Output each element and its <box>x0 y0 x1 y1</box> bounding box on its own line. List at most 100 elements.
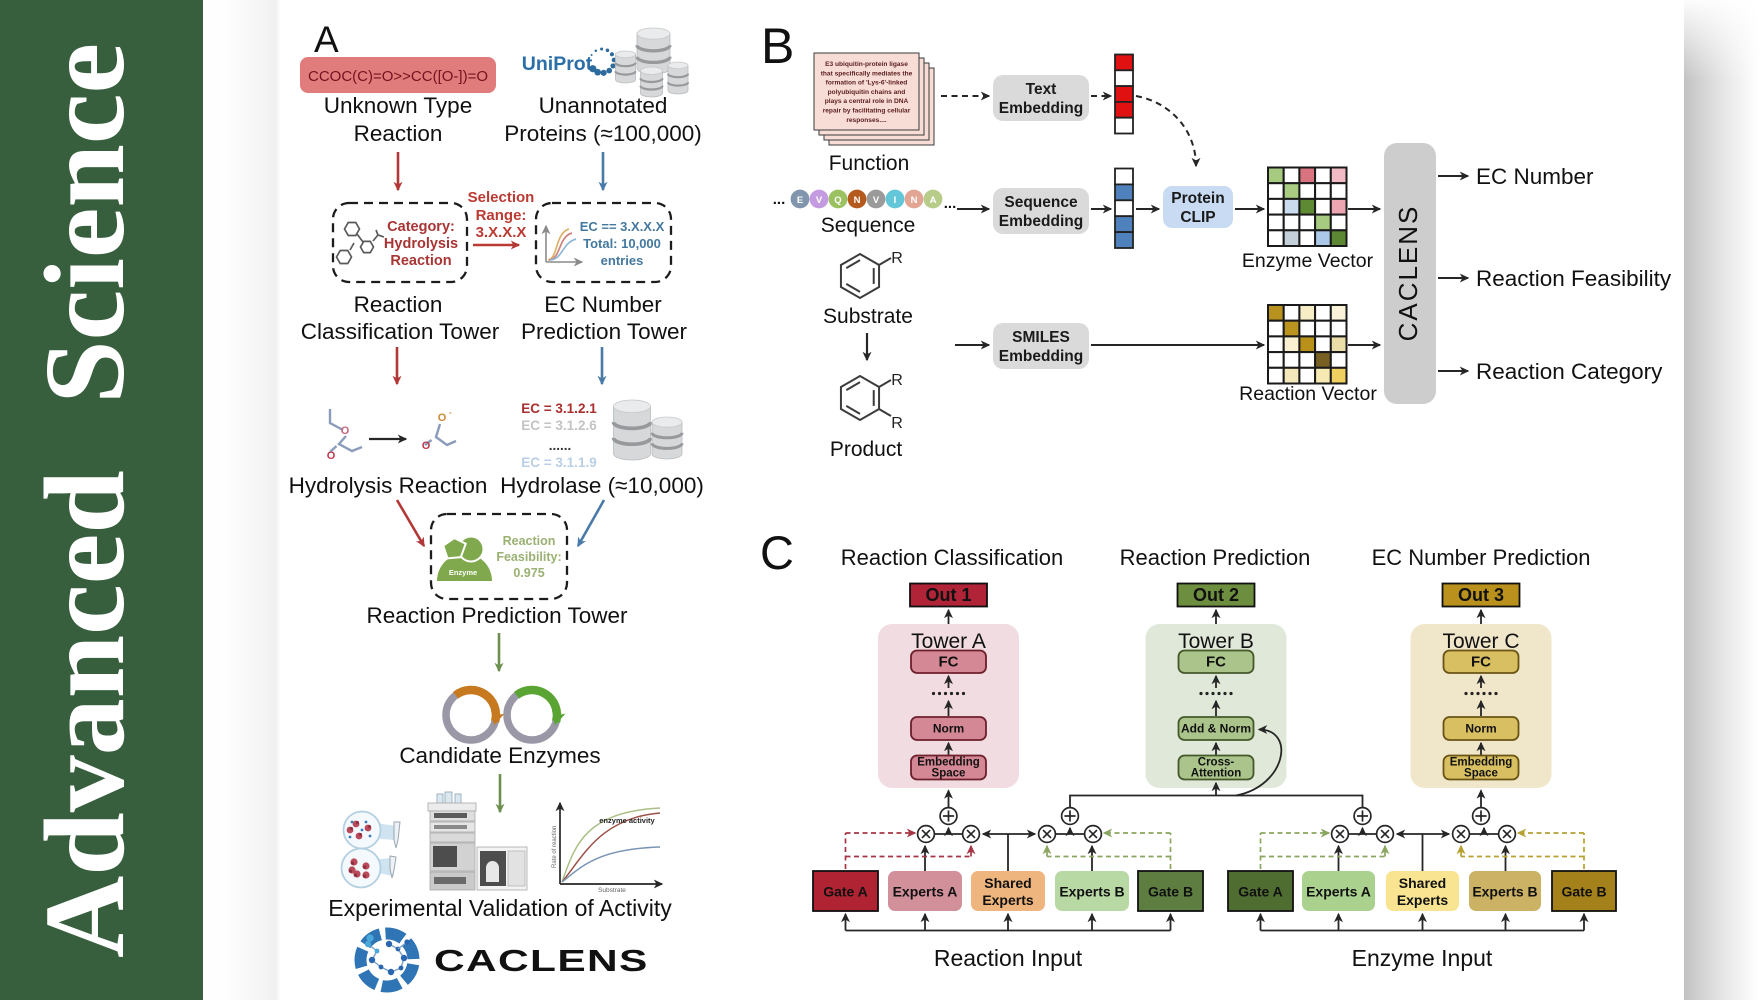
svg-text:Proteins (≈100,000): Proteins (≈100,000) <box>504 121 701 146</box>
svg-text:Sequence: Sequence <box>1004 194 1078 211</box>
svg-text:Experts B: Experts B <box>1059 884 1124 900</box>
svg-text:EC Number: EC Number <box>544 292 662 317</box>
svg-text:Norm: Norm <box>1465 722 1496 736</box>
svg-text:Gate B: Gate B <box>1561 884 1606 900</box>
svg-text:Tower A: Tower A <box>911 630 986 653</box>
svg-text:Experts: Experts <box>982 892 1034 908</box>
svg-text:responses....: responses.... <box>846 117 886 124</box>
svg-text:Reaction Category: Reaction Category <box>1476 359 1663 384</box>
svg-text:Selection: Selection <box>468 189 535 206</box>
svg-text:Space: Space <box>932 768 966 780</box>
svg-text:EC = 3.1.2.1: EC = 3.1.2.1 <box>521 401 597 416</box>
svg-text:CACLENS: CACLENS <box>434 943 649 978</box>
svg-text:Feasibility:: Feasibility: <box>496 550 561 564</box>
svg-text:Out 1: Out 1 <box>925 585 971 605</box>
svg-text:O: O <box>327 450 336 462</box>
svg-text:Enzyme: Enzyme <box>449 568 477 577</box>
svg-text:......: ...... <box>549 438 572 453</box>
svg-text:Hydrolysis: Hydrolysis <box>384 236 458 252</box>
svg-text:Reaction Prediction Tower: Reaction Prediction Tower <box>367 603 628 628</box>
svg-text:...: ... <box>773 191 786 208</box>
svg-text:Enzyme Vector: Enzyme Vector <box>1242 250 1374 272</box>
svg-text:Experts: Experts <box>1397 892 1449 908</box>
svg-text:0.975: 0.975 <box>513 566 544 580</box>
svg-text:enzyme activity: enzyme activity <box>599 816 655 825</box>
svg-text:Reaction Vector: Reaction Vector <box>1239 383 1377 405</box>
svg-text:SMILES: SMILES <box>1012 329 1070 346</box>
svg-text:Gate B: Gate B <box>1148 884 1193 900</box>
svg-text:FC: FC <box>1471 654 1491 671</box>
svg-text:Out 3: Out 3 <box>1458 585 1504 605</box>
svg-text:Out 2: Out 2 <box>1193 585 1239 605</box>
svg-text:O: O <box>422 440 431 452</box>
svg-text:Reaction: Reaction <box>354 121 443 146</box>
svg-text:repair by facilitating cellula: repair by facilitating cellular <box>823 108 911 115</box>
svg-text:I: I <box>894 195 897 206</box>
svg-text:Reaction Prediction: Reaction Prediction <box>1120 545 1311 570</box>
svg-text:Unannotated: Unannotated <box>539 93 668 118</box>
svg-text:entries: entries <box>601 253 644 268</box>
svg-text:Gate A: Gate A <box>1238 884 1283 900</box>
svg-text:Unknown Type: Unknown Type <box>324 93 472 118</box>
svg-text:Prediction Tower: Prediction Tower <box>521 319 687 344</box>
svg-text:Total: 10,000: Total: 10,000 <box>583 236 661 251</box>
svg-text:CCOC(C)=O>>CC([O-])=O: CCOC(C)=O>>CC([O-])=O <box>308 68 488 85</box>
svg-text:Substrate: Substrate <box>823 305 913 328</box>
svg-text:Category:: Category: <box>387 219 455 235</box>
svg-text:Experts A: Experts A <box>1306 884 1371 900</box>
svg-text:V: V <box>873 195 880 206</box>
svg-text:Shared: Shared <box>984 875 1031 891</box>
svg-text:Embedding: Embedding <box>999 213 1083 230</box>
svg-text:that specifically mediates the: that specifically mediates the <box>821 70 913 77</box>
svg-text:Product: Product <box>830 438 903 461</box>
svg-text:Reaction Feasibility: Reaction Feasibility <box>1476 266 1672 291</box>
svg-text:R: R <box>891 415 903 432</box>
svg-text:Candidate Enzymes: Candidate Enzymes <box>399 743 600 768</box>
svg-text:Norm: Norm <box>933 722 964 736</box>
svg-text:plays a central role in DNA: plays a central role in DNA <box>825 98 909 105</box>
svg-text:A: A <box>930 195 937 206</box>
svg-text:N: N <box>854 195 861 206</box>
svg-text:A: A <box>314 19 339 60</box>
svg-text:Hydrolysis Reaction: Hydrolysis Reaction <box>289 473 488 498</box>
svg-text:Enzyme Input: Enzyme Input <box>1352 945 1493 971</box>
svg-text:EC Number Prediction: EC Number Prediction <box>1372 545 1591 570</box>
svg-text:Gate A: Gate A <box>823 884 868 900</box>
svg-text:Add & Norm: Add & Norm <box>1181 722 1251 736</box>
svg-text:Reaction Input: Reaction Input <box>934 945 1083 971</box>
svg-text:R: R <box>891 372 903 389</box>
svg-text:Reaction: Reaction <box>503 534 556 548</box>
svg-text:Tower B: Tower B <box>1178 630 1254 653</box>
svg-text:EC Number: EC Number <box>1476 164 1594 189</box>
svg-text:polyubiquitin chains and: polyubiquitin chains and <box>828 89 906 96</box>
svg-text:CACLENS: CACLENS <box>1393 205 1423 342</box>
svg-text:O: O <box>341 425 350 437</box>
svg-text:Hydrolase (≈10,000): Hydrolase (≈10,000) <box>500 473 704 498</box>
svg-text:R: R <box>891 250 903 267</box>
svg-text:Embedding: Embedding <box>917 757 980 769</box>
svg-text:Q: Q <box>834 195 841 206</box>
svg-text:Tower C: Tower C <box>1442 630 1519 653</box>
svg-text:Attention: Attention <box>1191 768 1241 780</box>
svg-text:Experts A: Experts A <box>893 884 958 900</box>
svg-text:Protein: Protein <box>1171 190 1224 207</box>
svg-text:Cross-: Cross- <box>1198 757 1235 769</box>
svg-text:E: E <box>797 195 803 206</box>
svg-text:O: O <box>438 412 447 424</box>
svg-text:Rate of reaction: Rate of reaction <box>552 826 558 868</box>
svg-text:C: C <box>760 526 794 579</box>
svg-text:EC = 3.1.2.6: EC = 3.1.2.6 <box>521 418 597 433</box>
svg-text:Classification Tower: Classification Tower <box>301 319 500 344</box>
svg-text:Reaction: Reaction <box>390 253 451 269</box>
svg-text:UniProt: UniProt <box>522 53 593 75</box>
svg-text:CLIP: CLIP <box>1180 209 1215 226</box>
svg-text:formation of 'Lys-6'-linked: formation of 'Lys-6'-linked <box>826 80 908 87</box>
svg-text:N: N <box>911 195 918 206</box>
svg-text:Space: Space <box>1464 768 1498 780</box>
svg-text:Function: Function <box>829 152 910 175</box>
svg-text:Substrate: Substrate <box>598 887 626 894</box>
svg-text:Embedding: Embedding <box>999 348 1083 365</box>
svg-text:Sequence: Sequence <box>821 214 916 237</box>
svg-text:FC: FC <box>939 654 959 671</box>
svg-text:B: B <box>761 18 794 74</box>
